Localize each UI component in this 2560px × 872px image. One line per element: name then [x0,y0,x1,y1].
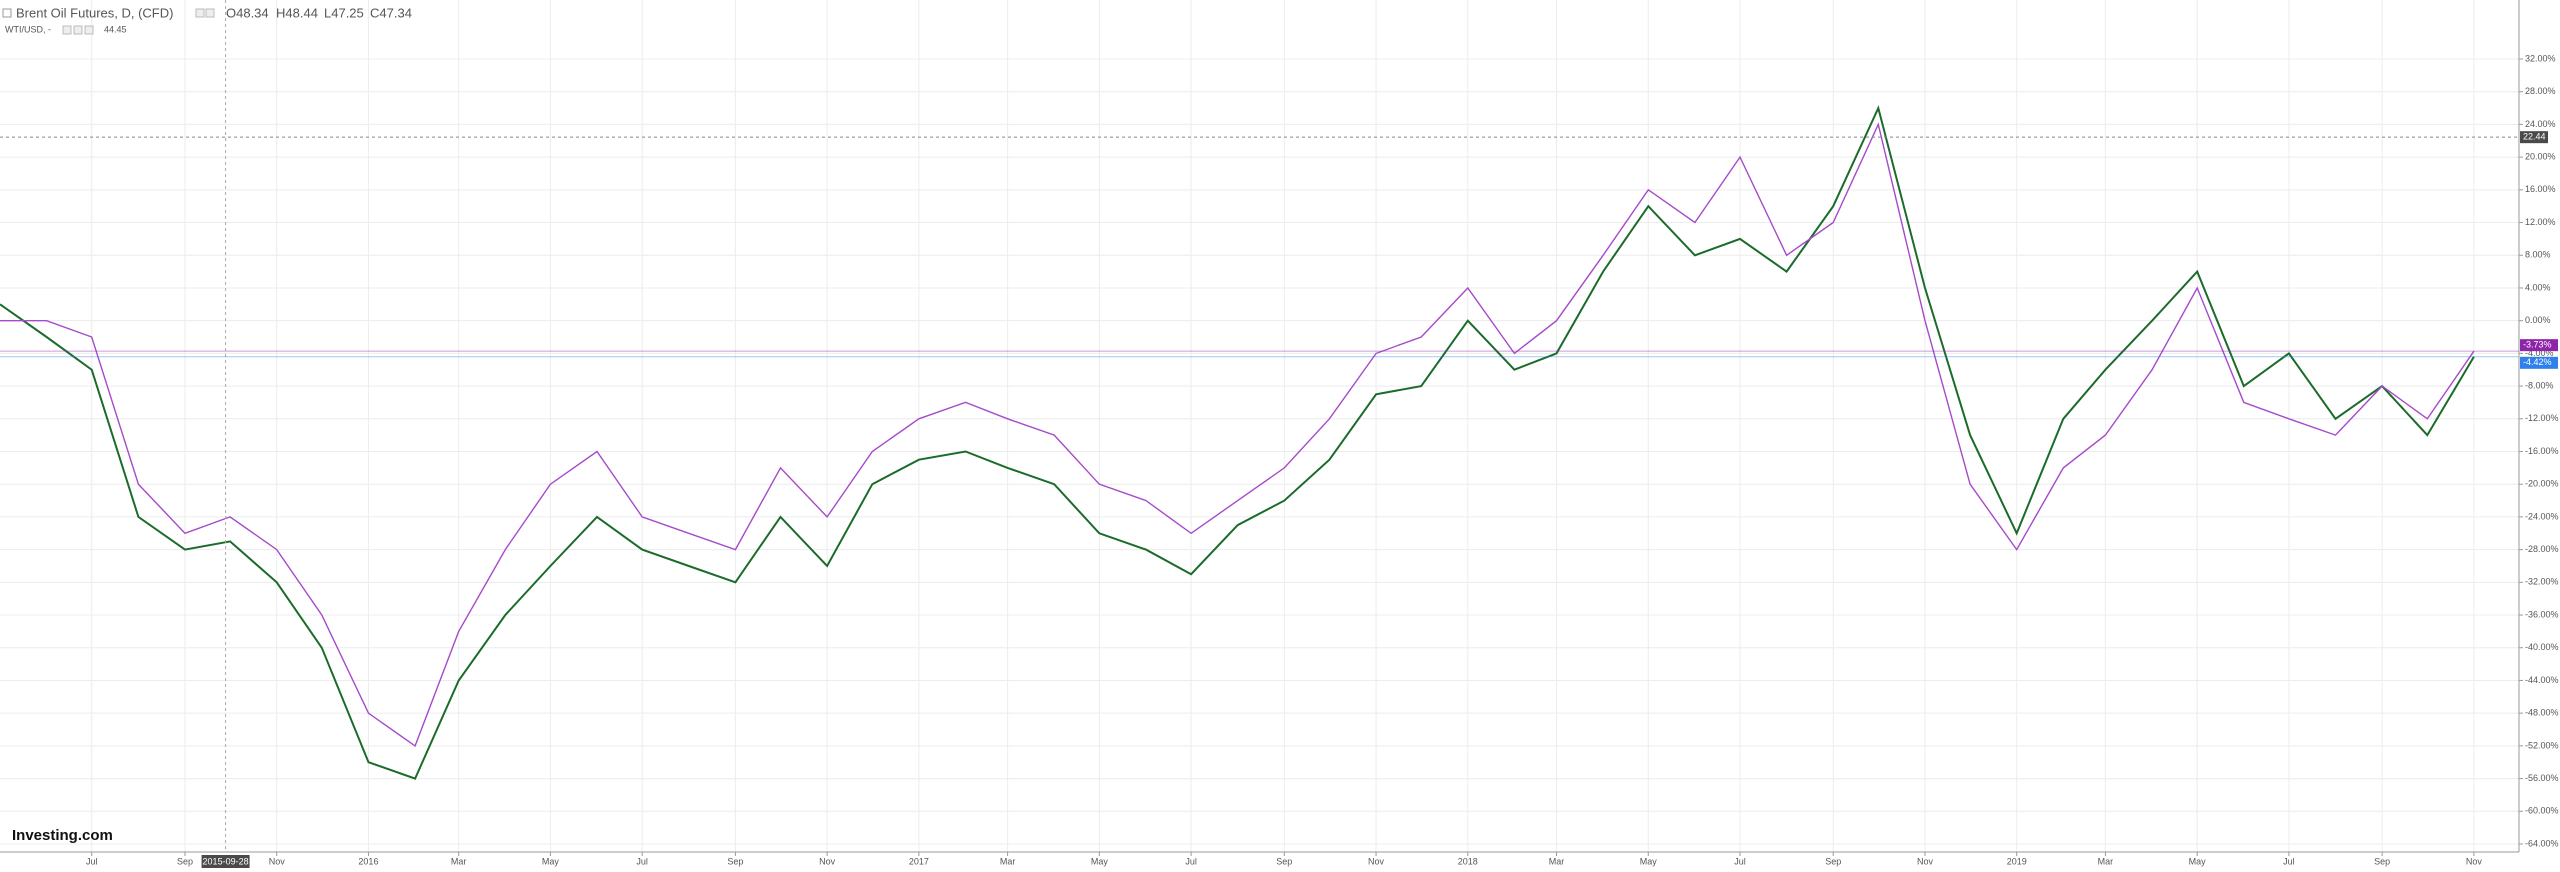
x-tick-label: May [1640,856,1658,866]
x-tick-label: Jul [636,856,648,866]
series-line [0,122,2475,747]
ohlc-high: H48.44 [276,5,318,20]
crosshair-x-label-bg [201,855,250,868]
price-label: -4.42% [2523,357,2552,367]
y-tick-label: 24.00% [2525,119,2556,129]
y-tick-label: -56.00% [2525,773,2559,783]
compare-icon[interactable] [62,25,72,35]
ohlc-open: O48.34 [226,5,269,20]
crosshair-y-label: 22.44 [2523,132,2546,142]
x-tick-label: Nov [2466,856,2483,866]
y-tick-label: 16.00% [2525,184,2556,194]
series-line [0,105,2475,780]
x-tick-label: May [1091,856,1109,866]
x-tick-label: Sep [1825,856,1841,866]
x-tick-label: Nov [819,856,836,866]
y-tick-label: -64.00% [2525,838,2559,848]
price-label: -3.73% [2523,340,2552,350]
x-tick-label: Jul [1734,856,1746,866]
y-tick-label: -40.00% [2525,642,2559,652]
x-tick-label: 2019 [2007,856,2027,866]
y-tick-label: -12.00% [2525,413,2559,423]
x-tick-label: Sep [727,856,743,866]
compare-last: 44.45 [104,24,127,34]
y-tick-label: 20.00% [2525,152,2556,162]
x-tick-label: May [542,856,560,866]
series-title: Brent Oil Futures, D, (CFD) [16,5,173,20]
x-tick-label: Nov [269,856,286,866]
y-tick-label: 28.00% [2525,86,2556,96]
x-tick-label: Mar [451,856,467,866]
crosshair-x-label: 2015-09-28 [203,856,249,866]
x-tick-label: Jul [1185,856,1197,866]
settings-icon[interactable] [195,8,205,18]
x-tick-label: Jul [86,856,98,866]
x-tick-label: 2017 [909,856,929,866]
x-tick-label: Sep [2374,856,2390,866]
y-tick-label: -24.00% [2525,511,2559,521]
x-tick-label: Jul [2283,856,2295,866]
y-tick-label: -60.00% [2525,806,2559,816]
y-tick-label: -44.00% [2525,675,2559,685]
x-tick-label: May [2189,856,2207,866]
ohlc-close: C47.34 [370,5,412,20]
x-tick-label: Mar [1549,856,1565,866]
y-tick-label: -32.00% [2525,577,2559,587]
x-tick-label: Mar [1000,856,1016,866]
y-tick-label: -52.00% [2525,740,2559,750]
price-label-bg [2520,339,2558,352]
x-tick-label: 2016 [358,856,378,866]
y-tick-label: -4.00% [2525,348,2554,358]
y-tick-label: 0.00% [2525,315,2551,325]
compare-title: WTI/USD, - [5,24,51,34]
x-tick-label: Sep [177,856,193,866]
logo: Investing.com [12,827,113,844]
y-tick-label: 12.00% [2525,217,2556,227]
compare-icon[interactable] [84,25,94,35]
y-tick-label: -36.00% [2525,609,2559,619]
y-tick-label: -28.00% [2525,544,2559,554]
x-tick-label: Sep [1276,856,1292,866]
ohlc-low: L47.25 [324,5,364,20]
close-icon[interactable] [205,8,215,18]
y-tick-label: 4.00% [2525,282,2551,292]
y-tick-label: 8.00% [2525,250,2551,260]
marks [0,105,2475,780]
y-tick-label: 32.00% [2525,53,2556,63]
y-tick-label: -20.00% [2525,479,2559,489]
y-tick-label: -48.00% [2525,708,2559,718]
x-tick-label: Nov [1917,856,1934,866]
price-label-bg [2520,356,2558,369]
x-tick-label: Mar [2098,856,2114,866]
x-tick-label: Nov [1368,856,1385,866]
crosshair-y-label-bg [2520,131,2548,144]
compare-icon[interactable] [73,25,83,35]
collapse-icon[interactable] [2,8,12,18]
x-tick-label: 2018 [1458,856,1478,866]
y-tick-label: -16.00% [2525,446,2559,456]
y-tick-label: -8.00% [2525,380,2554,390]
